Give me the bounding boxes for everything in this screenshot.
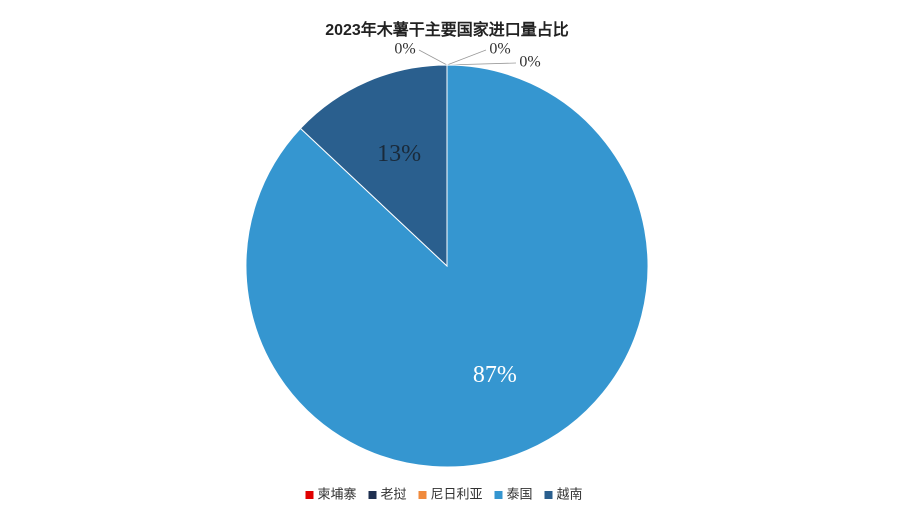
chart-title: 2023年木薯干主要国家进口量占比 [325, 20, 569, 39]
legend-swatch [418, 491, 427, 499]
legend-swatch [494, 491, 503, 499]
data-label: 0% [519, 54, 540, 71]
legend-label: 老挝 [381, 486, 407, 501]
leader-line [446, 62, 517, 66]
legend-label: 越南 [557, 486, 583, 501]
data-label: 87% [473, 362, 517, 388]
data-label: 0% [394, 41, 415, 58]
leader-line [446, 49, 487, 66]
data-label: 0% [489, 41, 510, 58]
legend-swatch [305, 491, 314, 499]
legend-label: 泰国 [507, 486, 533, 501]
leader-line [418, 49, 448, 66]
legend-label: 柬埔寨 [318, 486, 357, 501]
pie-slice [299, 64, 448, 268]
legend-label: 尼日利亚 [431, 486, 483, 501]
pie-slice [245, 64, 649, 468]
legend-swatch [368, 491, 377, 499]
legend-swatch [544, 491, 553, 499]
data-label: 13% [377, 141, 421, 167]
